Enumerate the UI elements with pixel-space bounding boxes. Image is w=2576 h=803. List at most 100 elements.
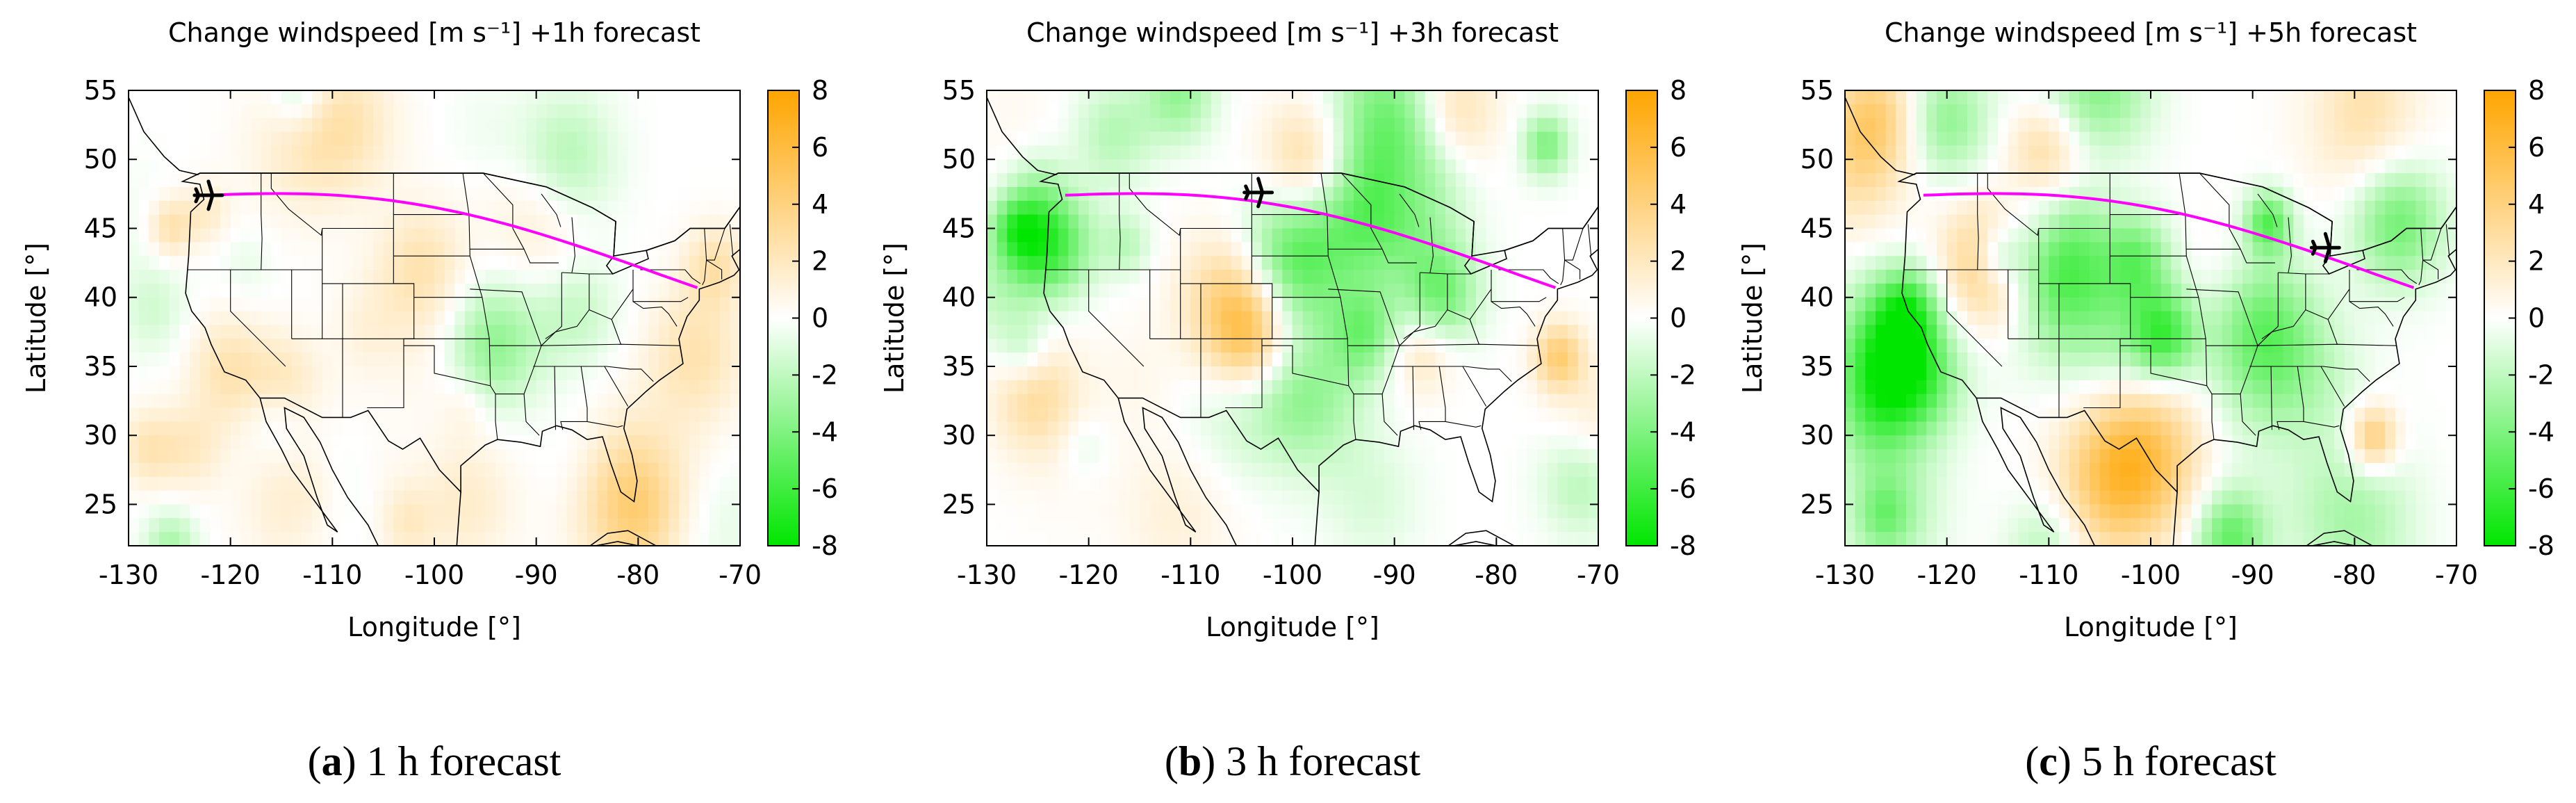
- heatmap-cell: [1516, 504, 1527, 519]
- heatmap-cell: [1496, 490, 1507, 505]
- heatmap-cell: [689, 532, 700, 546]
- heatmap-cell: [1557, 297, 1568, 312]
- heatmap-cell: [1272, 476, 1283, 492]
- heatmap-cell: [648, 407, 659, 422]
- heatmap-cell: [363, 228, 374, 243]
- heatmap-cell: [1333, 173, 1344, 188]
- state-border: [482, 172, 559, 263]
- heatmap-cell: [1527, 283, 1538, 298]
- heatmap-cell: [404, 159, 415, 174]
- heatmap-cell: [1088, 449, 1099, 464]
- heatmap-cell: [1170, 159, 1181, 174]
- heatmap-cell: [587, 407, 598, 422]
- heatmap-cell: [505, 186, 516, 202]
- heatmap-cell: [1354, 90, 1365, 105]
- heatmap-cell: [587, 270, 598, 284]
- heatmap-cell: [1323, 518, 1334, 533]
- heatmap-cell: [373, 394, 384, 409]
- heatmap-cell: [240, 117, 252, 133]
- heatmap-cell: [1537, 270, 1548, 284]
- heatmap-cell: [240, 173, 252, 188]
- heatmap-cell: [281, 532, 293, 546]
- heatmap-cell: [1926, 532, 1937, 546]
- heatmap-cell: [383, 117, 394, 133]
- heatmap-cell: [1946, 200, 1958, 216]
- heatmap-cell: [648, 380, 659, 395]
- heatmap-cell: [312, 200, 323, 216]
- heatmap-cell: [1415, 339, 1426, 353]
- heatmap-cell: [1048, 270, 1059, 284]
- x-tick-label: -80: [616, 560, 659, 590]
- heatmap-cell: [1058, 504, 1069, 519]
- heatmap-cell: [638, 462, 649, 478]
- heatmap-cell: [1241, 504, 1252, 519]
- heatmap-cell: [1149, 380, 1160, 395]
- heatmap-cell: [1896, 476, 1907, 492]
- heatmap-cell: [627, 117, 639, 133]
- heatmap-cell: [332, 214, 343, 229]
- heatmap-cell: [1527, 532, 1538, 546]
- heatmap-cell: [1323, 159, 1334, 174]
- heatmap-cell: [1190, 90, 1201, 105]
- heatmap-cell: [987, 476, 998, 492]
- heatmap-cell: [730, 104, 740, 119]
- heatmap-cell: [393, 325, 404, 339]
- heatmap-cell: [1568, 449, 1579, 464]
- heatmap-cell: [343, 214, 354, 229]
- heatmap-cell: [618, 518, 629, 533]
- heatmap-cell: [1998, 462, 2009, 478]
- heatmap-cell: [1906, 228, 1917, 243]
- heatmap-cell: [996, 504, 1008, 519]
- heatmap-cell: [536, 325, 547, 339]
- heatmap-cell: [1415, 435, 1426, 450]
- heatmap-cell: [138, 200, 149, 216]
- heatmap-cell: [1926, 476, 1937, 492]
- heatmap-cell: [1180, 159, 1191, 174]
- heatmap-cell: [730, 228, 740, 243]
- heatmap-cell: [1109, 283, 1120, 298]
- heatmap-cell: [1333, 449, 1344, 464]
- heatmap-cell: [169, 421, 180, 436]
- heatmap-cell: [1876, 200, 1887, 216]
- heatmap-cell: [444, 504, 455, 519]
- heatmap-cell: [413, 145, 425, 160]
- heatmap-cell: [2008, 339, 2019, 353]
- heatmap-cell: [230, 380, 241, 395]
- heatmap-cell: [1058, 532, 1069, 546]
- heatmap-cell: [424, 532, 435, 546]
- heatmap-cell: [1588, 421, 1598, 436]
- heatmap-cell: [434, 228, 445, 243]
- heatmap-cell: [730, 532, 740, 546]
- heatmap-cell: [199, 104, 211, 119]
- heatmap-cell: [179, 242, 190, 257]
- state-border: [230, 270, 286, 367]
- heatmap-cell: [1088, 256, 1099, 270]
- heatmap-cell: [1007, 145, 1018, 160]
- heatmap-cell: [1160, 394, 1171, 409]
- heatmap-cell: [281, 270, 293, 284]
- heatmap-cell: [1537, 462, 1548, 478]
- heatmap-cell: [1293, 339, 1304, 353]
- heatmap-cell: [475, 159, 486, 174]
- heatmap-cell: [1231, 283, 1242, 298]
- heatmap-cell: [1987, 200, 1999, 216]
- heatmap-cell: [2028, 352, 2040, 367]
- heatmap-cell: [996, 339, 1008, 353]
- heatmap-cell: [1231, 380, 1242, 395]
- heatmap-cell: [1252, 339, 1263, 353]
- heatmap-cell: [577, 449, 588, 464]
- heatmap-cell: [149, 200, 160, 216]
- heatmap-cell: [1404, 435, 1416, 450]
- heatmap-cell: [1007, 421, 1018, 436]
- heatmap-cell: [1058, 173, 1069, 188]
- heatmap-cell: [1068, 117, 1079, 133]
- heatmap-cell: [638, 407, 649, 422]
- heatmap-cell: [1384, 214, 1395, 229]
- heatmap-cell: [1906, 270, 1917, 284]
- heatmap-cell: [1967, 173, 1978, 188]
- heatmap-cell: [475, 131, 486, 146]
- heatmap-cell: [1252, 490, 1263, 505]
- heatmap-cell: [332, 311, 343, 325]
- heatmap-cell: [1906, 256, 1917, 270]
- heatmap-cell: [291, 449, 302, 464]
